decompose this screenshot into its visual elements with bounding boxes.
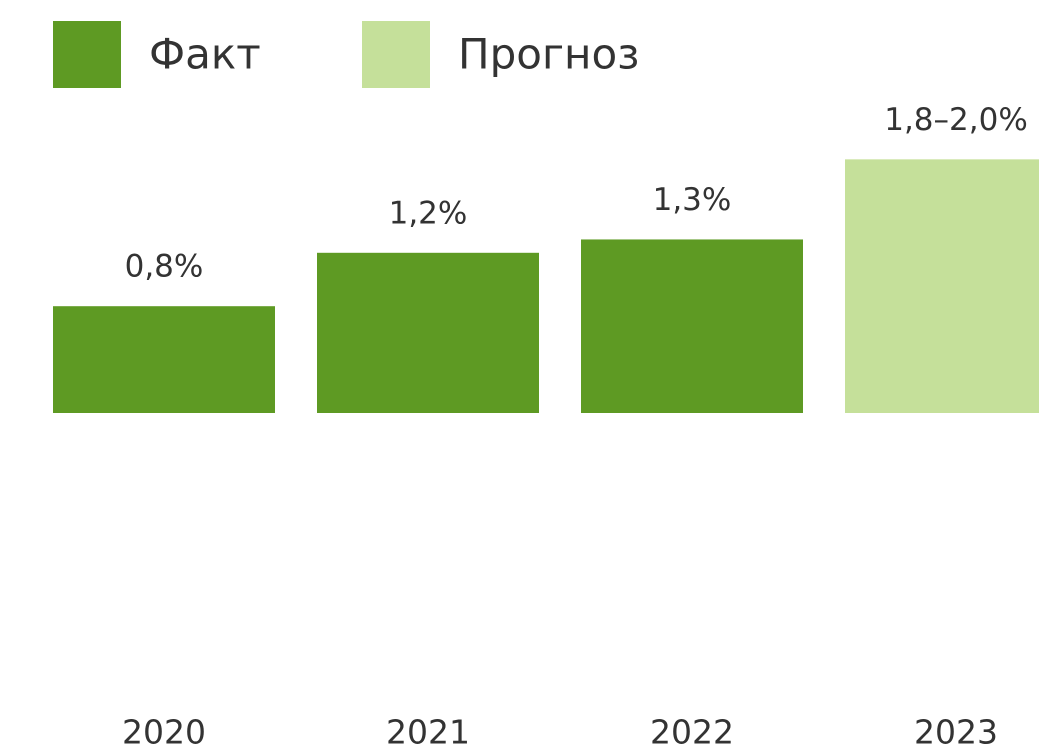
bar xyxy=(317,252,539,413)
value-label: 0,8% xyxy=(125,249,204,285)
x-tick-label: 2023 xyxy=(914,713,998,748)
legend-swatch xyxy=(53,21,121,88)
bar xyxy=(845,159,1039,413)
value-label: 1,8–2,0% xyxy=(884,102,1028,138)
value-label: 1,2% xyxy=(389,195,468,231)
x-tick-label: 2022 xyxy=(650,713,734,748)
bar xyxy=(581,239,803,413)
bar xyxy=(53,306,275,413)
legend-label: Прогноз xyxy=(458,30,640,79)
legend-swatch xyxy=(362,21,430,88)
x-tick-label: 2021 xyxy=(386,713,470,748)
value-label: 1,3% xyxy=(653,182,732,218)
legend-label: Факт xyxy=(149,30,261,79)
x-tick-label: 2020 xyxy=(122,713,206,748)
